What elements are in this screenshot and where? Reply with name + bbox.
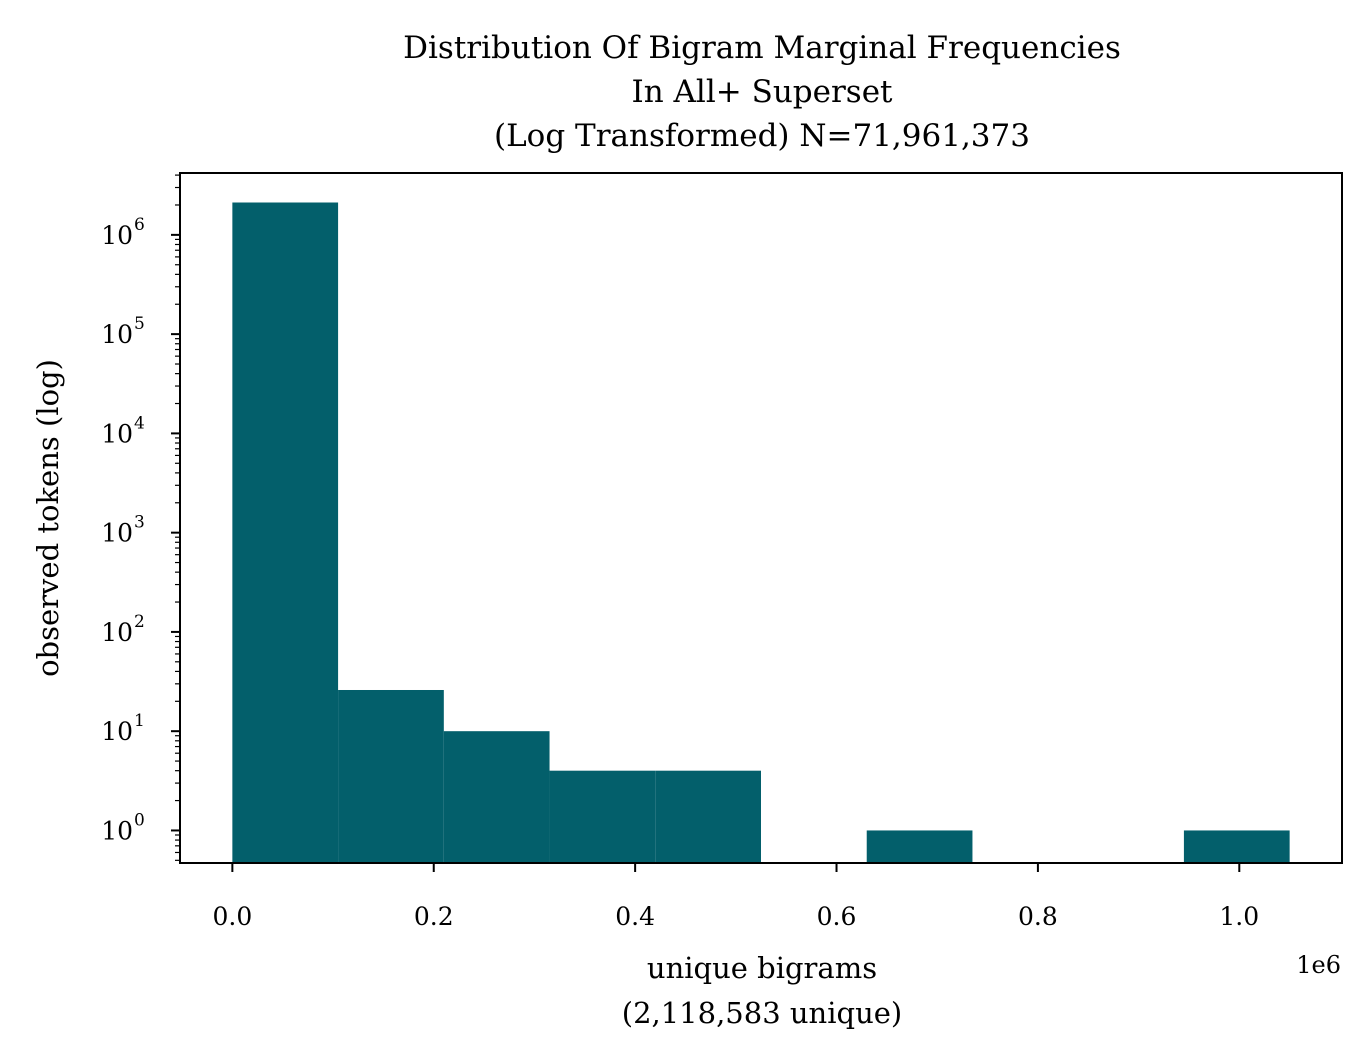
plot-frame <box>179 172 1343 864</box>
y-tick-exponent: 5 <box>134 314 145 334</box>
y-tick-exponent: 6 <box>134 215 145 235</box>
y-tick-label: 10 <box>101 717 133 746</box>
y-tick-label: 10 <box>101 519 133 548</box>
histogram-bar <box>655 770 761 863</box>
y-tick-exponent: 4 <box>134 413 145 433</box>
x-tick-label: 0.0 <box>212 902 252 931</box>
histogram-bar <box>866 830 973 863</box>
y-tick-label: 10 <box>101 221 133 250</box>
x-axis-offset-label: 1e6 <box>1296 951 1341 979</box>
y-tick-label: 10 <box>101 419 133 448</box>
x-axis-ticks: 0.0 0.2 0.4 0.6 0.8 1.0 <box>212 863 1259 931</box>
histogram-bar <box>549 770 656 863</box>
y-axis-label: observed tokens (log) <box>31 359 65 677</box>
chart-title-line-1: Distribution Of Bigram Marginal Frequenc… <box>403 30 1121 66</box>
chart-title-line-2: In All+ Superset <box>631 74 893 110</box>
x-tick-label: 0.2 <box>414 902 454 931</box>
histogram-bar <box>232 202 339 864</box>
x-tick-label: 0.6 <box>817 902 857 931</box>
y-tick-label: 10 <box>101 320 133 349</box>
x-axis-label-line-2: (2,118,583 unique) <box>622 996 902 1030</box>
x-tick-label: 0.8 <box>1018 902 1058 931</box>
y-tick-exponent: 2 <box>134 612 145 632</box>
y-tick-exponent: 3 <box>134 513 145 533</box>
x-tick-label: 1.0 <box>1219 902 1259 931</box>
chart-title: Distribution Of Bigram Marginal Frequenc… <box>403 30 1121 154</box>
y-tick-label: 10 <box>101 618 133 647</box>
x-axis-label-line-1: unique bigrams <box>647 951 877 985</box>
x-tick-label: 0.4 <box>615 902 655 931</box>
y-tick-label: 10 <box>101 816 133 845</box>
histogram-bar <box>443 731 550 863</box>
histogram-bar <box>338 689 444 863</box>
histogram-bar <box>1183 830 1290 863</box>
y-tick-exponent: 1 <box>134 711 145 731</box>
histogram-bars <box>232 202 1290 864</box>
chart-title-line-3: (Log Transformed) N=71,961,373 <box>494 118 1030 154</box>
y-tick-exponent: 0 <box>134 810 145 830</box>
x-axis-label: unique bigrams (2,118,583 unique) <box>622 951 902 1030</box>
